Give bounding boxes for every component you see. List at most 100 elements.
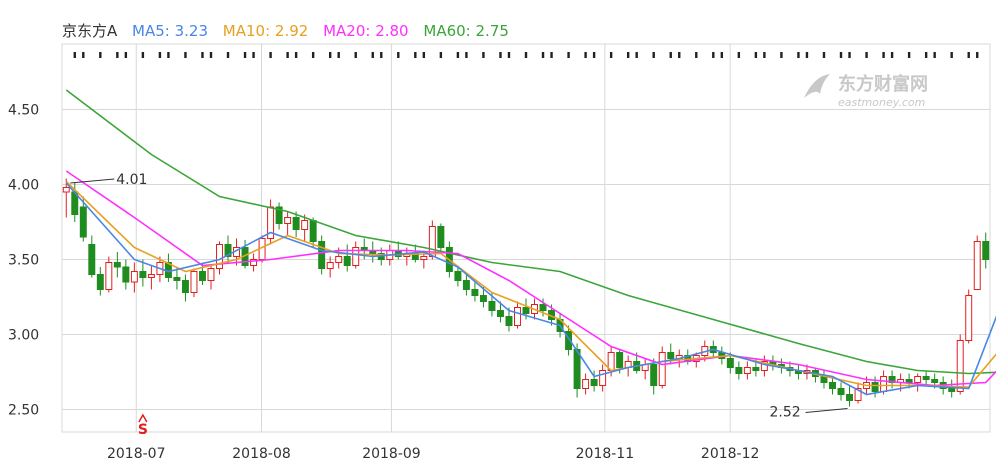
grid bbox=[61, 43, 991, 433]
signal-row bbox=[73, 52, 979, 58]
ma5-legend: MA5: 3.23 bbox=[132, 22, 209, 40]
signal-tick bbox=[328, 52, 332, 58]
signal-tick bbox=[797, 52, 800, 58]
candle-body bbox=[113, 262, 121, 268]
candle-body bbox=[973, 241, 981, 290]
x-tick-label: 2018-12 bbox=[701, 446, 760, 462]
signal-tick bbox=[695, 52, 698, 58]
candle-body bbox=[522, 307, 530, 314]
candle-body bbox=[616, 352, 624, 368]
ma5-line bbox=[65, 182, 996, 396]
x-tick-label: 2018-09 bbox=[362, 446, 421, 462]
ma20-line bbox=[65, 170, 996, 387]
candle-body bbox=[573, 349, 581, 389]
candle-body bbox=[122, 266, 130, 283]
candle-body bbox=[335, 256, 343, 263]
signal-tick bbox=[567, 52, 570, 58]
annotation-line bbox=[805, 408, 848, 413]
candle-body bbox=[743, 367, 751, 374]
signal-tick bbox=[524, 52, 528, 58]
candle-body bbox=[318, 241, 326, 269]
candle-body bbox=[650, 364, 658, 386]
candle-body bbox=[931, 379, 939, 383]
signal-tick bbox=[116, 52, 119, 58]
candle-body bbox=[735, 367, 743, 374]
signal-tick bbox=[754, 52, 758, 58]
candle-body bbox=[582, 379, 590, 389]
signal-tick bbox=[976, 52, 979, 58]
signal-tick bbox=[626, 52, 630, 58]
signal-tick bbox=[439, 52, 443, 58]
candle-body bbox=[479, 295, 487, 302]
signal-tick bbox=[252, 52, 255, 58]
candle-body bbox=[658, 352, 666, 386]
watermark-cn: 东方财富网 bbox=[838, 73, 928, 95]
candle-body bbox=[181, 280, 189, 293]
signal-tick bbox=[380, 52, 383, 58]
signal-tick bbox=[822, 52, 826, 58]
candle-body bbox=[760, 361, 768, 371]
candle-body bbox=[326, 262, 334, 269]
signal-tick bbox=[635, 52, 638, 58]
candle-body bbox=[62, 187, 70, 193]
signal-arrow bbox=[138, 413, 148, 423]
signal-tick bbox=[550, 52, 553, 58]
candle-body bbox=[905, 379, 913, 383]
candle-body bbox=[590, 379, 598, 386]
signal-tick bbox=[422, 52, 426, 58]
x-tick-label: 2018-08 bbox=[232, 446, 291, 462]
signal-tick bbox=[269, 52, 272, 58]
candle-body bbox=[505, 316, 513, 326]
signal-tick bbox=[286, 52, 289, 58]
x-axis: 2018-07 2018-08 2018-09 2018-11 2018-12 bbox=[107, 446, 759, 462]
annotation-label: 4.01 bbox=[116, 172, 147, 188]
stock-name: 京东方A bbox=[62, 22, 118, 40]
signal-tick bbox=[763, 52, 766, 58]
signal-tick bbox=[678, 52, 681, 58]
ma20-legend: MA20: 2.80 bbox=[323, 22, 409, 40]
x-tick-label: 2018-07 bbox=[107, 446, 166, 462]
candle-body bbox=[496, 310, 504, 317]
candle-body bbox=[207, 268, 215, 281]
annotation-line bbox=[70, 178, 115, 184]
signal-tick bbox=[737, 52, 741, 58]
signal-tick bbox=[924, 52, 928, 58]
y-tick-label: 4.00 bbox=[8, 178, 39, 194]
candle-body bbox=[956, 340, 964, 392]
signal-tick bbox=[541, 52, 545, 58]
candle-body bbox=[139, 271, 147, 278]
signal-tick bbox=[184, 52, 187, 58]
plot-frame bbox=[61, 43, 991, 433]
signal-tick bbox=[882, 52, 885, 58]
signal-tick bbox=[967, 52, 970, 58]
signal-tick bbox=[354, 52, 357, 58]
annotation-label: 2.52 bbox=[770, 405, 801, 421]
candle-body bbox=[829, 382, 836, 389]
candle-body bbox=[726, 358, 734, 368]
signal-tick bbox=[158, 52, 162, 58]
signal-tick bbox=[371, 52, 374, 58]
signal-tick bbox=[839, 52, 843, 58]
signal-tick bbox=[720, 52, 724, 58]
y-tick-label: 2.50 bbox=[8, 403, 39, 419]
candle-body bbox=[173, 277, 181, 281]
candle-body bbox=[284, 217, 292, 224]
candle-body bbox=[471, 289, 479, 296]
signal-tick bbox=[465, 52, 468, 58]
signal-tick bbox=[712, 52, 715, 58]
candle-body bbox=[420, 256, 428, 260]
signal-tick bbox=[414, 52, 417, 58]
candle-body bbox=[216, 244, 223, 269]
signal-tick bbox=[669, 52, 672, 58]
candle-body bbox=[301, 220, 309, 230]
signal-tick bbox=[73, 52, 76, 58]
signal-tick bbox=[584, 52, 587, 58]
candle-body bbox=[105, 262, 113, 290]
candle-body bbox=[292, 217, 300, 230]
candle-body bbox=[922, 376, 930, 380]
signal-tick bbox=[890, 52, 894, 58]
y-tick-label: 4.50 bbox=[8, 103, 39, 119]
signal-tick bbox=[482, 52, 485, 58]
signal-tick bbox=[82, 52, 85, 58]
x-tick-label: 2018-11 bbox=[576, 446, 635, 462]
